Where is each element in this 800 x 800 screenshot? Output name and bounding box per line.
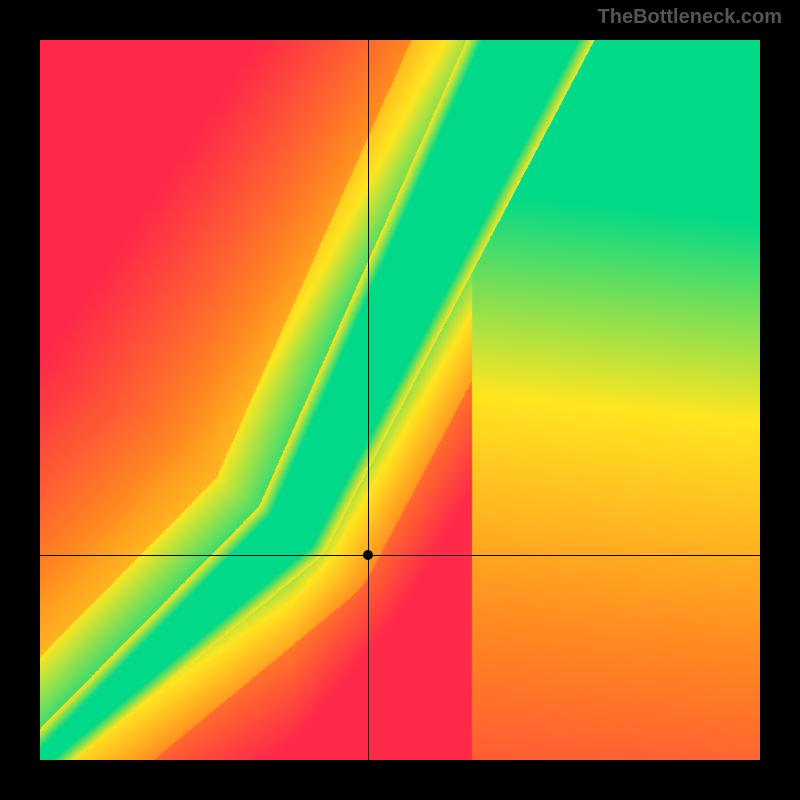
heatmap-canvas [40,40,760,760]
chart-container: TheBottleneck.com [0,0,800,800]
heatmap-plot [40,40,760,760]
watermark-text: TheBottleneck.com [598,6,782,29]
